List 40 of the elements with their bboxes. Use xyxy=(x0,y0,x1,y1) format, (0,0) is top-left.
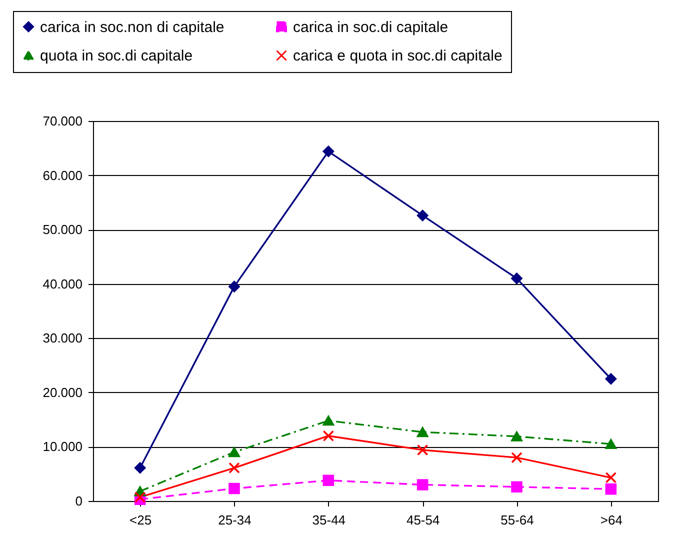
point xyxy=(228,447,240,458)
y-tick-label: 40.000 xyxy=(42,276,82,292)
point xyxy=(511,481,522,493)
point xyxy=(228,462,240,474)
legend-label: carica e quota in soc.di capitale xyxy=(293,48,502,64)
y-tick-label: 60.000 xyxy=(42,168,82,183)
point xyxy=(416,210,428,222)
point xyxy=(134,492,146,503)
y-tick-label: 70.000 xyxy=(42,114,82,128)
x-tick-label: 25-34 xyxy=(218,512,252,528)
point xyxy=(511,272,522,284)
point xyxy=(322,430,334,442)
point xyxy=(228,482,240,494)
point xyxy=(416,427,428,438)
point xyxy=(322,416,334,426)
x-tick-label: <25 xyxy=(130,512,152,528)
point xyxy=(322,474,334,486)
legend-label: carica in soc.di capitale xyxy=(293,18,448,36)
point xyxy=(605,373,617,384)
legend-label: quota in soc.di capitale xyxy=(40,48,193,64)
x-tick-label: 55-64 xyxy=(500,512,534,528)
point xyxy=(605,438,617,450)
y-tick-label: 20.000 xyxy=(42,384,82,400)
point xyxy=(605,472,617,484)
y-tick-label: 50.000 xyxy=(42,222,82,238)
y-tick-label: 10.000 xyxy=(42,439,82,454)
point xyxy=(511,452,522,464)
y-tick-label: 30.000 xyxy=(42,330,82,346)
point xyxy=(416,479,428,490)
x-tick-label: >64 xyxy=(600,512,622,528)
y-tick-label: 0 xyxy=(75,494,82,508)
point xyxy=(511,431,522,442)
legend-label: carica in soc.non di capitale xyxy=(40,18,224,36)
x-tick-label: 45-54 xyxy=(406,512,440,528)
point xyxy=(322,146,334,158)
point xyxy=(605,483,617,495)
x-tick-label: 35-44 xyxy=(312,512,346,528)
point xyxy=(134,462,146,474)
point xyxy=(228,280,240,292)
point xyxy=(416,444,428,456)
